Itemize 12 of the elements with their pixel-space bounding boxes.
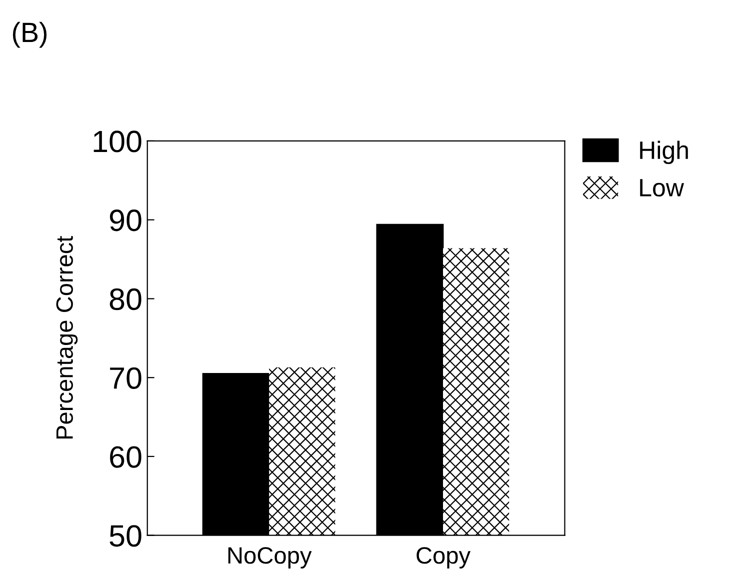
y-tick-label: 100: [94, 130, 142, 152]
y-tick-label: 70: [110, 367, 142, 389]
chart-title: (B): [12, 22, 47, 48]
y-tick-label: 60: [110, 446, 142, 468]
x-tick-label: NoCopy: [228, 547, 312, 568]
y-tick-label: 90: [110, 210, 142, 232]
legend-label: High: [640, 140, 688, 164]
x-tick-label: Copy: [416, 547, 471, 568]
y-tick-label: 80: [110, 288, 142, 310]
legend-label: Low: [640, 179, 684, 197]
y-tick-label: 50: [110, 525, 142, 547]
y-axis-title: Percentage Correct: [56, 236, 78, 439]
